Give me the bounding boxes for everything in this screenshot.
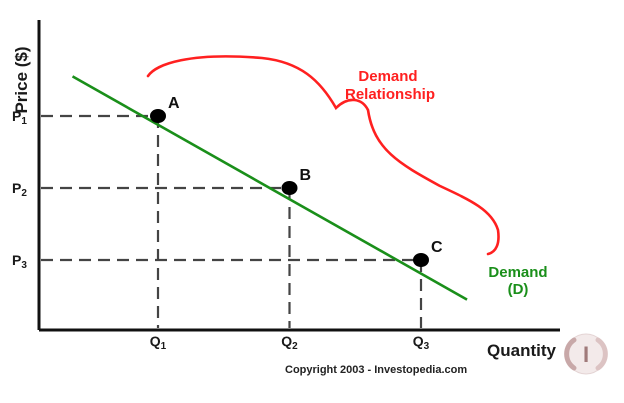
annotation-line-1: Demand bbox=[358, 68, 417, 85]
investopedia-logo: I bbox=[564, 333, 608, 375]
point-label-b: B bbox=[300, 167, 312, 184]
copyright-text: Copyright 2003 - Investopedia.com bbox=[285, 364, 467, 376]
point-b bbox=[281, 181, 298, 195]
logo-letter: I bbox=[583, 342, 589, 367]
x-tick-label-3: Q3 bbox=[413, 333, 430, 352]
point-a bbox=[150, 109, 166, 123]
annotation-line-2: Relationship bbox=[345, 86, 435, 103]
guide-lines bbox=[41, 114, 423, 328]
y-tick-label-2: P2 bbox=[12, 180, 27, 199]
x-tick-label-1: Q1 bbox=[150, 333, 167, 352]
y-tick-label-3: P3 bbox=[12, 252, 27, 271]
x-tick-label-2: Q2 bbox=[281, 333, 298, 352]
series-layer: A B C bbox=[71, 75, 468, 301]
x-axis-title: Quantity bbox=[487, 341, 556, 360]
demand-curve bbox=[71, 75, 468, 301]
series-legend-line-2: (D) bbox=[508, 281, 529, 298]
point-label-c: C bbox=[431, 239, 443, 256]
y-tick-label-1: P1 bbox=[12, 108, 27, 127]
y-axis-title: Price ($) bbox=[12, 46, 31, 113]
series-legend-line-1: Demand bbox=[488, 264, 547, 281]
tick-labels: Q1 Q2 Q3 P1 P2 P3 bbox=[12, 108, 430, 352]
point-c bbox=[413, 253, 429, 267]
point-label-a: A bbox=[168, 95, 180, 112]
demand-relationship-brace bbox=[146, 55, 500, 256]
